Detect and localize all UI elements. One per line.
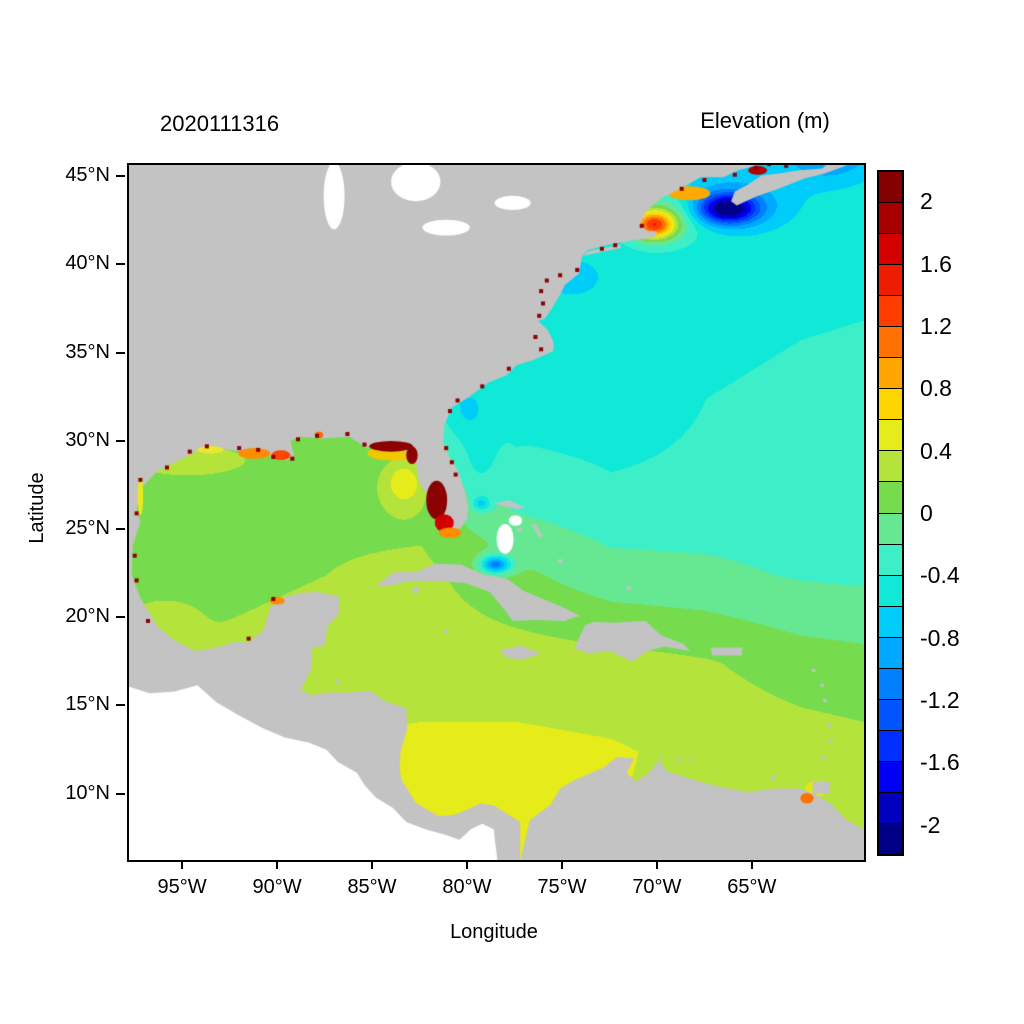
datetime-title: 2020111316 (160, 111, 280, 136)
map-plot-area (127, 163, 866, 862)
colorbar-segment (879, 605, 902, 637)
colorbar-segment (879, 264, 902, 296)
colorbar (877, 170, 904, 856)
colorbar-segment (879, 791, 902, 823)
colorbar-tick-label: -1.2 (920, 687, 960, 714)
x-tick-mark (655, 860, 658, 869)
x-tick-label: 85°W (347, 876, 397, 898)
x-tick-mark (465, 860, 468, 869)
y-tick-label: 10°N (65, 781, 110, 804)
y-tick-label: 40°N (65, 252, 110, 275)
x-tick-mark (181, 860, 184, 869)
colorbar-segment (879, 481, 902, 513)
y-axis-label: Latitude (26, 472, 48, 544)
y-tick-mark (116, 351, 125, 354)
colorbar-segment (879, 698, 902, 730)
colorbar-segment (879, 667, 902, 699)
colorbar-tick-label: 1.6 (920, 250, 952, 277)
x-tick-label: 90°W (252, 876, 302, 898)
elevation-heatmap-canvas (129, 165, 864, 860)
colorbar-segment (879, 326, 902, 358)
y-tick-mark (116, 528, 125, 531)
x-axis-label: Longitude (450, 921, 538, 943)
colorbar-segment (879, 512, 902, 544)
x-tick-mark (560, 860, 563, 869)
y-tick-mark (116, 175, 125, 178)
colorbar-tick-label: 2 (920, 188, 933, 215)
x-tick-label: 80°W (442, 876, 492, 898)
colorbar-segment (879, 419, 902, 451)
y-tick-mark (116, 616, 125, 619)
colorbar-tick-label: -0.4 (920, 562, 960, 589)
colorbar-segment (879, 357, 902, 389)
y-tick-label: 20°N (65, 605, 110, 628)
colorbar-title: Elevation (m) (700, 108, 830, 133)
colorbar-segment (879, 450, 902, 482)
y-tick-mark (116, 439, 125, 442)
x-tick-mark (750, 860, 753, 869)
colorbar-tick-label: -2 (920, 811, 941, 838)
x-tick-mark (276, 860, 279, 869)
y-tick-label: 35°N (65, 340, 110, 363)
x-tick-mark (371, 860, 373, 869)
colorbar-tick-label: 1.2 (920, 312, 952, 339)
colorbar-segment (879, 574, 902, 606)
colorbar-segment (879, 729, 902, 761)
x-tick-label: 65°W (727, 876, 777, 898)
y-tick-mark (116, 792, 125, 795)
colorbar-segment (879, 636, 902, 668)
colorbar-segment (879, 388, 902, 420)
x-tick-label: 70°W (632, 876, 682, 898)
y-tick-label: 45°N (65, 164, 110, 187)
colorbar-tick-label: 0.8 (920, 375, 952, 402)
x-tick-label: 95°W (157, 876, 207, 898)
colorbar-tick-label: -1.6 (920, 749, 960, 776)
colorbar-tick-label: -0.8 (920, 624, 960, 651)
x-tick-label: 75°W (537, 876, 587, 898)
colorbar-segment (879, 172, 902, 203)
colorbar-segment (879, 202, 902, 234)
colorbar-tick-label: 0 (920, 500, 933, 526)
colorbar-segment (879, 295, 902, 327)
colorbar-segment (879, 822, 902, 855)
colorbar-segment (879, 233, 902, 265)
colorbar-tick-label: 0.4 (920, 437, 952, 464)
colorbar-segment (879, 760, 902, 792)
y-tick-label: 25°N (65, 517, 110, 540)
y-tick-mark (116, 263, 125, 266)
y-tick-mark (116, 704, 125, 707)
y-tick-label: 30°N (65, 428, 110, 451)
y-tick-label: 15°N (65, 693, 110, 716)
colorbar-segment (879, 543, 902, 575)
